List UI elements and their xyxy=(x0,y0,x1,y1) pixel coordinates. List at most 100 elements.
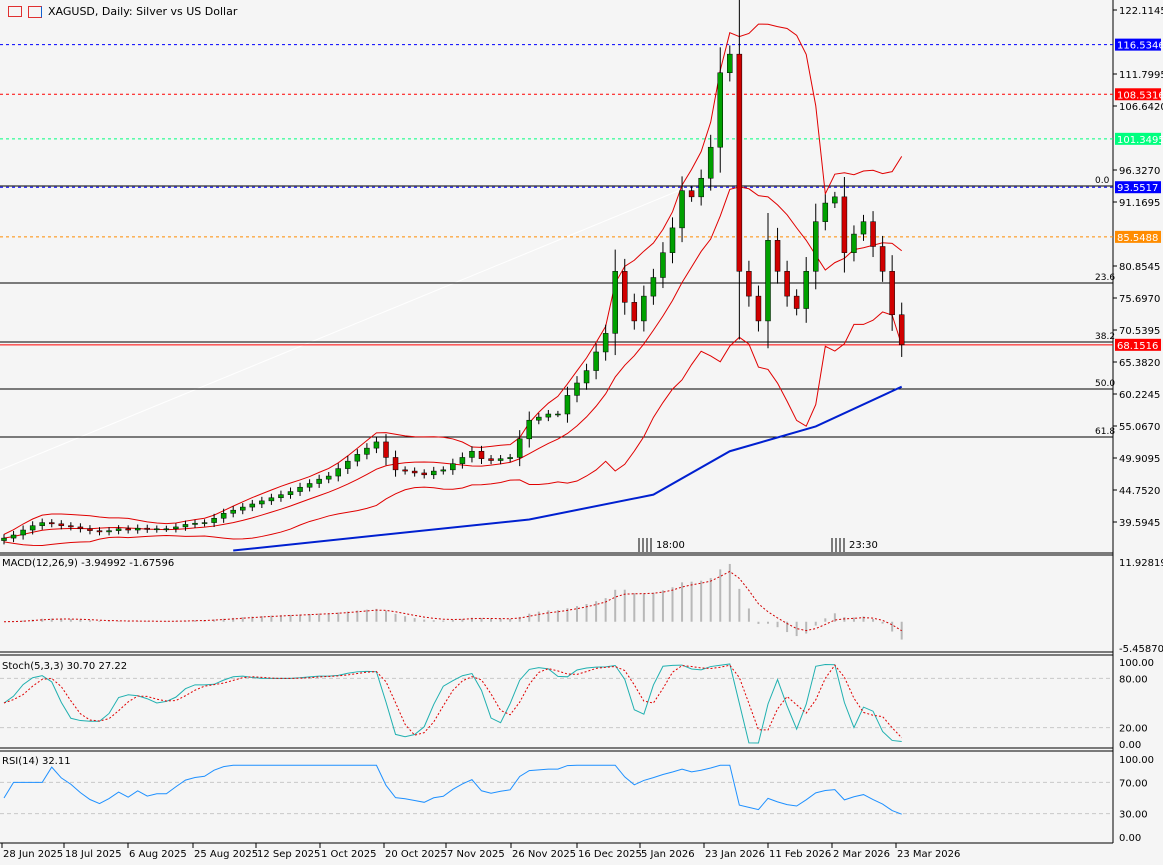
candle-body xyxy=(68,525,74,528)
stoch-tick-label: 20.00 xyxy=(1119,724,1148,735)
price-tick-label: 122.1145 xyxy=(1119,6,1163,17)
candle-body xyxy=(641,295,647,322)
candle-body xyxy=(39,522,45,526)
chart-title-text: XAGUSD, Daily: Silver vs US Dollar xyxy=(48,5,238,18)
rsi-tick-label: 0.00 xyxy=(1119,833,1141,844)
candle-body xyxy=(526,419,532,440)
candle-body xyxy=(154,528,160,531)
candle-body xyxy=(1,537,7,541)
candle-body xyxy=(507,457,513,459)
candle-body xyxy=(688,190,695,198)
candle-body xyxy=(182,524,189,528)
candle-body xyxy=(115,528,122,531)
candle-body xyxy=(220,513,227,519)
candle-body xyxy=(345,460,351,469)
candle-body xyxy=(707,146,714,179)
candle-body xyxy=(622,271,628,303)
candle-body xyxy=(77,526,84,530)
candle-body xyxy=(201,522,208,524)
price-tick-label: 65.3820 xyxy=(1119,358,1160,369)
candle-body xyxy=(211,517,217,523)
candle-body xyxy=(478,450,485,459)
stoch-main-line xyxy=(3,663,902,744)
candle-body xyxy=(306,483,313,488)
macd-min-label: -5.45870 xyxy=(1119,644,1163,655)
price-badge-label: 85.5488 xyxy=(1117,233,1158,244)
macd-signal-line xyxy=(3,570,902,632)
rsi-tick-label: 100.00 xyxy=(1119,755,1154,766)
time-tick-label: 12 Sep 2025 xyxy=(257,849,320,860)
candle-body xyxy=(755,295,762,322)
candle-body xyxy=(679,190,685,229)
chart-window-icon[interactable] xyxy=(28,5,42,18)
price-badge-label: 116.5346 xyxy=(1117,41,1163,52)
ma200-line xyxy=(233,385,903,552)
time-tick-label: 2 Mar 2026 xyxy=(833,849,890,860)
time-tick-label: 23 Mar 2026 xyxy=(897,849,960,860)
candle-body xyxy=(249,503,256,508)
fib-label: 38.2 xyxy=(1095,332,1115,342)
price-tick-label: 44.7520 xyxy=(1119,486,1160,497)
candle-body xyxy=(717,72,723,148)
candle-body xyxy=(411,470,418,474)
time-tick-label: 11 Feb 2026 xyxy=(769,849,831,860)
candle-body xyxy=(736,53,743,272)
candle-body xyxy=(793,295,800,309)
candle-body xyxy=(650,277,657,297)
candle-body xyxy=(325,475,332,480)
candle-body xyxy=(631,302,638,322)
price-badge-label: 108.5316 xyxy=(1117,90,1163,101)
candle-body xyxy=(134,527,141,531)
price-tick-label: 55.0670 xyxy=(1119,422,1160,433)
price-badge xyxy=(1115,181,1161,194)
price-tick-label: 70.5395 xyxy=(1119,326,1160,337)
candle-body xyxy=(870,221,876,247)
candle-body xyxy=(240,506,246,511)
macd-max-label: 11.92819 xyxy=(1119,558,1163,569)
fib-label: 23.6 xyxy=(1095,273,1115,283)
candle-body xyxy=(669,227,676,253)
fib-label: 61.8 xyxy=(1095,427,1115,437)
candle-body xyxy=(450,463,456,471)
bollinger-middle xyxy=(3,186,903,539)
chart-title: XAGUSD, Daily: Silver vs US Dollar xyxy=(8,5,237,18)
candle-body xyxy=(612,271,618,334)
price-badge xyxy=(1115,88,1161,101)
candle-body xyxy=(545,413,552,418)
candle-body xyxy=(440,469,447,472)
candle-body xyxy=(583,370,590,384)
candle-body xyxy=(402,469,408,472)
candle-body xyxy=(574,382,580,396)
candle-body xyxy=(268,497,275,502)
candle-body xyxy=(125,528,131,531)
time-tick-label: 6 Aug 2025 xyxy=(129,849,187,860)
candle-body xyxy=(287,491,294,495)
candle-body xyxy=(784,271,790,297)
candle-body xyxy=(879,246,886,272)
candle-body xyxy=(144,527,150,530)
candle-body xyxy=(373,441,380,449)
price-tick-label: 96.3270 xyxy=(1119,166,1160,177)
chart-list-icon[interactable] xyxy=(8,6,22,17)
time-tick-label: 18 Jul 2025 xyxy=(65,849,122,860)
candle-body xyxy=(822,202,829,222)
rsi-tick-label: 30.00 xyxy=(1119,810,1148,821)
price-tick-label: 91.1695 xyxy=(1119,198,1160,209)
price-tick-label: 49.9095 xyxy=(1119,454,1160,465)
candle-body xyxy=(813,221,819,272)
candle-body xyxy=(230,509,236,514)
time-tick-label: 1 Oct 2025 xyxy=(321,849,376,860)
price-badge-label: 101.3495 xyxy=(1117,135,1163,146)
price-badge xyxy=(1115,230,1161,243)
candle-body xyxy=(87,528,93,531)
price-tick-label: 80.8545 xyxy=(1119,262,1160,273)
candle-body xyxy=(29,525,36,531)
price-tick-label: 111.7995 xyxy=(1119,70,1163,81)
time-marker-label: 23:30 xyxy=(849,540,878,551)
candle-body xyxy=(383,441,389,458)
candle-body xyxy=(765,240,771,322)
time-marker-label: 18:00 xyxy=(656,540,685,551)
candle-body xyxy=(421,472,427,476)
candle-body xyxy=(564,395,571,415)
